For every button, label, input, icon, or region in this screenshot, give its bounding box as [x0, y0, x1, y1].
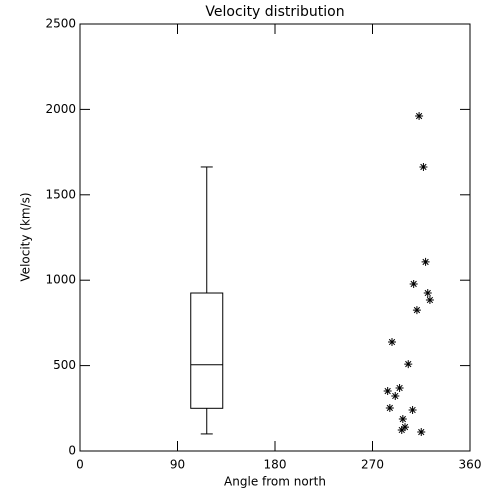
- x-tick-label: 360: [459, 458, 482, 472]
- y-tick-label: 1500: [45, 187, 76, 201]
- point: [421, 257, 430, 266]
- y-tick-label: 500: [53, 358, 76, 372]
- point: [401, 423, 409, 432]
- asterisk: [385, 403, 394, 412]
- asterisk: [425, 296, 434, 305]
- asterisk: [395, 383, 404, 392]
- asterisk: [412, 306, 421, 315]
- point: [398, 415, 407, 424]
- point: [385, 403, 394, 412]
- point: [425, 296, 434, 305]
- y-tick-label: 1000: [45, 273, 76, 287]
- plot-frame: [79, 23, 471, 452]
- asterisk: [401, 423, 409, 432]
- asterisk: [419, 162, 428, 171]
- asterisk: [404, 360, 413, 369]
- x-axis-label: Angle from north: [224, 475, 326, 489]
- asterisk: [409, 279, 418, 288]
- asterisk: [397, 425, 406, 434]
- point: [395, 383, 404, 392]
- x-tick-label: 270: [361, 458, 384, 472]
- point: [383, 387, 392, 396]
- point: [409, 279, 418, 288]
- asterisk: [423, 289, 432, 298]
- asterisk: [417, 428, 426, 437]
- asterisk: [391, 392, 400, 401]
- x-tick-label: 90: [170, 458, 185, 472]
- asterisk: [408, 406, 417, 415]
- asterisk: [383, 387, 392, 396]
- box: [190, 292, 224, 409]
- point: [423, 289, 432, 298]
- asterisk: [415, 112, 424, 121]
- point: [397, 425, 406, 434]
- y-tick-label: 2000: [45, 102, 76, 116]
- y-tick-label: 2500: [45, 17, 76, 31]
- point: [404, 360, 413, 369]
- y-tick-label: 0: [68, 444, 76, 458]
- asterisk: [421, 257, 430, 266]
- asterisk: [388, 338, 396, 347]
- point: [412, 306, 421, 315]
- y-axis-label: Velocity (km/s): [19, 192, 33, 281]
- point: [419, 162, 428, 171]
- asterisk: [398, 415, 407, 424]
- point: [388, 338, 396, 347]
- point: [391, 392, 400, 401]
- chart-title: Velocity distribution: [205, 4, 344, 20]
- point: [408, 406, 417, 415]
- x-tick-label: 180: [264, 458, 287, 472]
- point: [417, 428, 426, 437]
- point: [415, 112, 424, 121]
- x-tick-label: 0: [76, 458, 84, 472]
